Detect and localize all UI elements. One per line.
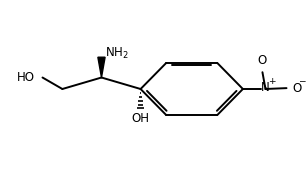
Text: O: O [258, 54, 267, 67]
Text: −: − [298, 77, 305, 86]
Text: O: O [293, 82, 302, 95]
Text: N: N [261, 81, 270, 94]
Polygon shape [98, 57, 105, 78]
Text: +: + [268, 77, 276, 86]
Text: OH: OH [132, 112, 150, 125]
Text: HO: HO [17, 71, 35, 84]
Text: NH$_2$: NH$_2$ [105, 46, 129, 61]
